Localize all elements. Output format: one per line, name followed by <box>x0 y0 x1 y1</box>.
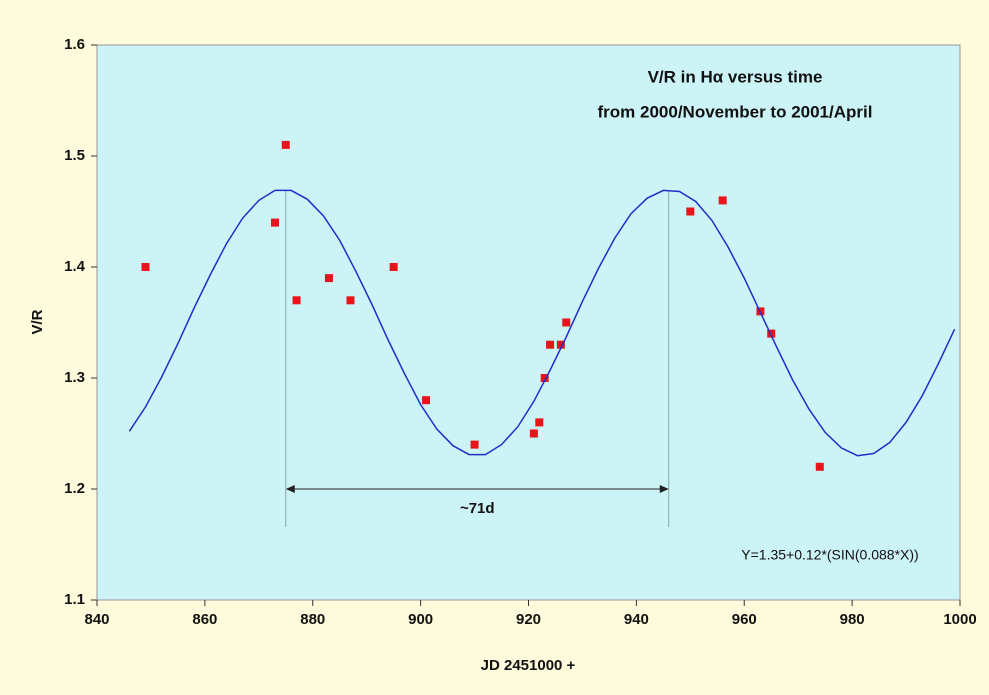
data-point <box>292 296 301 305</box>
data-point <box>540 374 549 382</box>
x-tick-label: 900 <box>408 611 433 628</box>
x-tick-label: 940 <box>624 611 649 628</box>
data-point <box>556 340 565 349</box>
chart-title: V/R in Hα versus time <box>648 67 823 86</box>
period-label: ~71d <box>460 500 495 517</box>
data-point <box>767 329 776 338</box>
y-tick-label: 1.6 <box>64 36 85 53</box>
data-point <box>546 340 555 349</box>
data-point <box>270 218 279 227</box>
data-point <box>346 296 355 305</box>
y-tick-label: 1.5 <box>64 147 85 164</box>
y-tick-label: 1.2 <box>64 480 85 497</box>
data-point <box>389 263 398 271</box>
x-tick-label: 880 <box>300 611 325 628</box>
y-tick-label: 1.1 <box>64 591 85 608</box>
y-tick-label: 1.4 <box>64 258 86 275</box>
data-point <box>562 318 571 327</box>
data-point <box>141 263 150 271</box>
x-tick-label: 860 <box>192 611 217 628</box>
data-point <box>686 207 695 216</box>
data-point <box>529 429 538 438</box>
x-axis-title: JD 2451000 + <box>481 657 576 674</box>
data-point <box>815 462 824 471</box>
plot-area <box>96 44 961 601</box>
chart-subtitle: from 2000/November to 2001/April <box>598 102 873 121</box>
x-tick-label: 1000 <box>943 611 976 628</box>
data-point <box>535 418 544 427</box>
data-point <box>718 196 727 205</box>
x-tick-label: 840 <box>84 611 109 628</box>
x-tick-label: 920 <box>516 611 541 628</box>
y-tick-label: 1.3 <box>64 369 85 386</box>
formula: Y=1.35+0.12*(SIN(0.088*X)) <box>741 547 918 563</box>
y-axis-title: V/R <box>29 309 46 334</box>
data-point <box>470 440 479 449</box>
data-point <box>422 396 431 405</box>
fit-curve <box>128 189 956 457</box>
data-point <box>281 140 290 149</box>
data-point <box>324 274 333 283</box>
x-tick-label: 980 <box>840 611 865 628</box>
x-tick-label: 960 <box>732 611 757 628</box>
